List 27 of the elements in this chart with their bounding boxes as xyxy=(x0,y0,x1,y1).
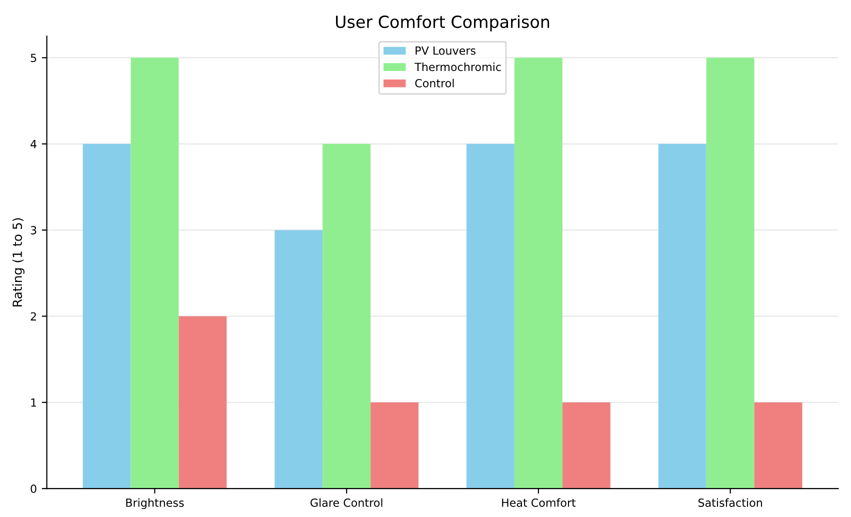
bar xyxy=(706,58,754,489)
bar xyxy=(274,230,323,489)
legend-label: Thermochromic xyxy=(414,62,501,72)
bar xyxy=(82,144,131,489)
x-tick-label: Heat Comfort xyxy=(502,498,576,507)
bar xyxy=(370,402,419,489)
y-tick-label: 3 xyxy=(30,226,36,234)
bar xyxy=(322,144,371,489)
y-tick-label: 2 xyxy=(30,312,36,320)
bar xyxy=(178,316,227,489)
legend-label: PV Louvers xyxy=(416,46,476,55)
y-tick-label: 4 xyxy=(30,140,36,148)
bar xyxy=(562,402,610,489)
bar xyxy=(658,144,706,489)
y-axis-title: Rating (1 to 5) xyxy=(12,218,24,306)
y-tick-label: 0 xyxy=(30,484,36,493)
y-tick-label: 1 xyxy=(31,398,36,407)
chart-title: User Comfort Comparison xyxy=(336,15,550,32)
bar xyxy=(514,58,562,489)
bar xyxy=(754,402,802,489)
x-tick-label: Satisfaction xyxy=(698,498,762,507)
legend-label: Control xyxy=(415,78,454,88)
bar xyxy=(130,58,179,489)
y-tick-label: 5 xyxy=(30,54,36,62)
x-tick-label: Brightness xyxy=(126,498,184,510)
bar xyxy=(466,144,514,489)
x-tick-label: Glare Control xyxy=(310,498,382,507)
